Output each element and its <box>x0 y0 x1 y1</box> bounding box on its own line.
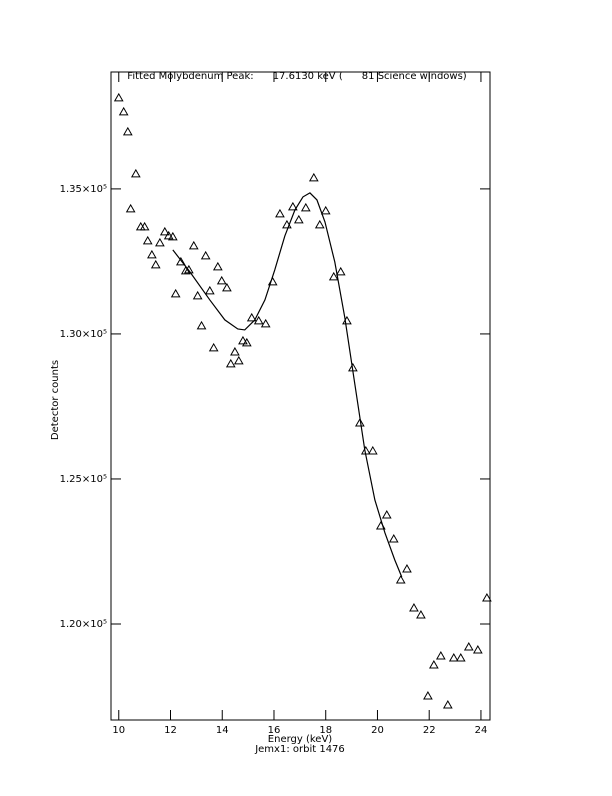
data-point <box>122 126 133 136</box>
data-point <box>118 106 129 116</box>
data-point <box>196 320 207 330</box>
x-tick-label: 10 <box>112 725 125 736</box>
data-point <box>125 203 136 213</box>
data-point <box>455 652 466 662</box>
x-tick-label: 16 <box>268 725 281 736</box>
data-point <box>367 445 378 455</box>
data-point <box>388 533 399 543</box>
plot-frame <box>110 71 491 721</box>
y-tick-label: 1.35×10⁵ <box>60 184 107 195</box>
y-axis-label: Detector counts <box>50 360 61 440</box>
data-point <box>435 650 446 660</box>
data-point <box>147 249 157 259</box>
data-point <box>150 259 161 269</box>
data-point <box>288 201 298 211</box>
data-point <box>342 315 352 325</box>
data-point <box>233 355 244 365</box>
data-point <box>230 346 240 356</box>
data-point <box>402 563 412 573</box>
data-point <box>238 335 248 345</box>
data-point <box>409 602 419 612</box>
subtitle: Jemx1: orbit 1476 <box>254 744 345 755</box>
data-point <box>300 202 311 212</box>
x-tick-label: 14 <box>216 725 229 736</box>
data-point <box>293 214 304 224</box>
data-point <box>482 592 492 602</box>
data-point <box>428 659 439 669</box>
data-point <box>192 290 203 300</box>
data-point <box>175 256 186 266</box>
data-point <box>246 312 257 322</box>
data-point <box>381 509 392 519</box>
x-axis-label: Energy (keV) <box>268 734 333 745</box>
data-point <box>180 265 191 275</box>
data-point <box>200 250 211 260</box>
data-point <box>442 699 453 709</box>
data-point <box>355 417 365 427</box>
data-point <box>225 358 236 368</box>
data-point <box>241 337 252 347</box>
data-point <box>212 261 223 271</box>
data-point <box>314 219 325 229</box>
data-point <box>448 652 459 662</box>
data-point <box>139 221 150 231</box>
x-tick-label: 20 <box>371 725 384 736</box>
data-point <box>155 237 165 247</box>
data-point <box>472 645 483 654</box>
data-point <box>188 240 199 250</box>
x-tick-label: 18 <box>319 725 332 736</box>
data-point <box>142 235 153 245</box>
x-tick-label: 24 <box>475 725 488 736</box>
data-point <box>328 271 339 281</box>
x-tick-label: 22 <box>423 725 436 736</box>
data-point <box>423 691 433 700</box>
data-point <box>463 641 474 651</box>
data-point <box>222 282 232 292</box>
data-point <box>170 288 181 298</box>
data-point <box>184 264 194 274</box>
y-tick-label: 1.25×10⁵ <box>60 474 107 485</box>
data-point <box>253 315 264 325</box>
data-point <box>335 266 346 276</box>
y-tick-label: 1.30×10⁵ <box>60 329 107 340</box>
data-point <box>275 208 285 218</box>
data-point <box>113 92 124 102</box>
data-point <box>216 275 227 285</box>
chart-title: Fitted Molybdenum Peak: 17.6130 keV ( 81… <box>127 71 467 82</box>
data-point <box>208 342 219 352</box>
data-point <box>320 205 331 215</box>
data-point <box>260 318 271 328</box>
data-point <box>159 226 170 236</box>
data-point <box>416 609 426 619</box>
data-point <box>163 230 174 240</box>
y-tick-label: 1.20×10⁵ <box>60 619 107 630</box>
data-point <box>308 172 319 182</box>
data-point <box>167 231 178 241</box>
data-point <box>204 285 215 295</box>
fit-line <box>172 192 403 578</box>
x-tick-label: 12 <box>164 725 177 736</box>
data-point <box>395 574 406 584</box>
data-point <box>130 168 141 178</box>
